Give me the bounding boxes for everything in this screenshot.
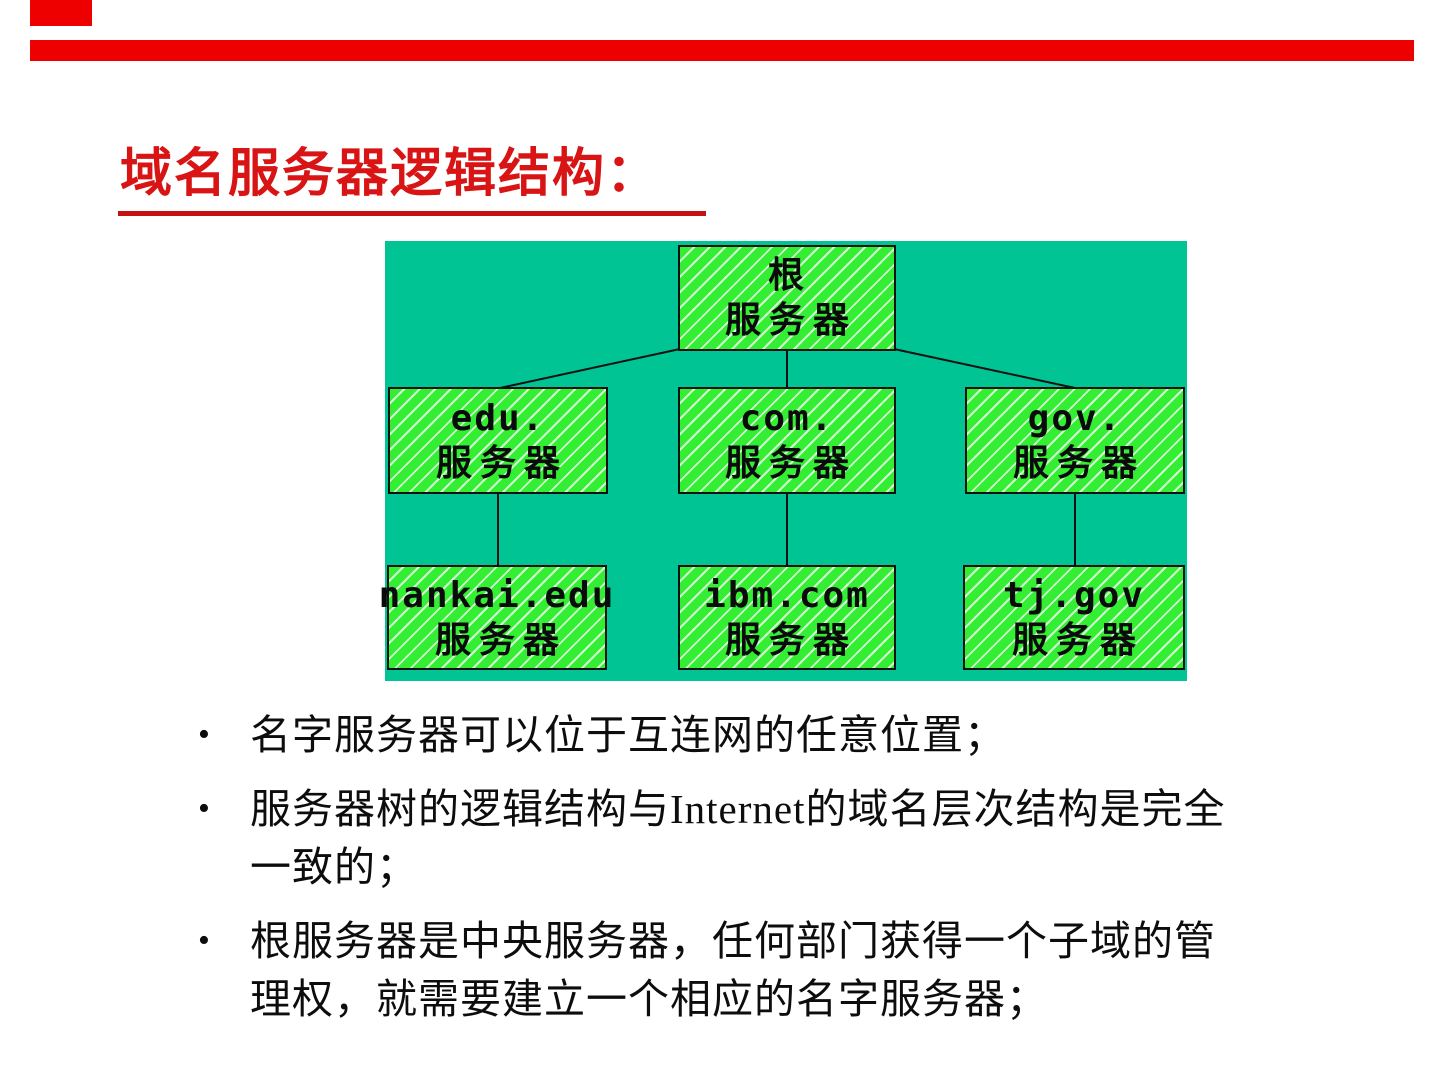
tree-connector-lines	[497, 348, 1076, 566]
node-root-server: 根 服务器	[678, 245, 896, 351]
node-label: 服务器	[1011, 619, 1144, 661]
bullet-text: 根服务器是中央服务器，任何部门获得一个子域的管 理权，就需要建立一个相应的名字服…	[250, 918, 1216, 1022]
node-tj-gov-server: tj.gov 服务器	[963, 565, 1185, 670]
dns-tree-diagram: 根 服务器 edu. 服务器 com. 服务器 gov. 服务器 nankai.…	[379, 241, 1187, 681]
bullet-text: 名字服务器可以位于互连网的任意位置；	[250, 712, 1006, 758]
node-label: 服务器	[1012, 442, 1145, 484]
node-label: 服务器	[724, 442, 857, 484]
node-label: tj.gov	[1002, 574, 1146, 616]
bullet-text: 服务器树的逻辑结构与Internet的域名层次结构是完全 一致的；	[250, 786, 1226, 890]
list-item: • 名字服务器可以位于互连网的任意位置；	[198, 706, 1378, 764]
node-ibm-com-server: ibm.com 服务器	[678, 565, 896, 670]
bullet-dot-icon: •	[198, 922, 210, 959]
node-label: 服务器	[724, 619, 857, 661]
node-gov-server: gov. 服务器	[965, 387, 1185, 494]
list-item: • 服务器树的逻辑结构与Internet的域名层次结构是完全 一致的；	[198, 780, 1378, 896]
slide-title: 域名服务器逻辑结构：	[118, 146, 707, 217]
node-label: 服务器	[435, 442, 568, 484]
node-nankai-edu-server: nankai.edu 服务器	[379, 565, 613, 670]
node-label: nankai.edu	[378, 574, 616, 616]
bullet-list: • 名字服务器可以位于互连网的任意位置； • 服务器树的逻辑结构与Interne…	[198, 706, 1378, 1044]
node-label: ibm.com	[704, 574, 870, 616]
node-edu-server: edu. 服务器	[388, 387, 608, 494]
node-com-server: com. 服务器	[678, 387, 896, 494]
node-label: 根	[767, 255, 806, 296]
node-label: 服务器	[434, 619, 567, 661]
node-label: com.	[739, 397, 835, 439]
list-item: • 根服务器是中央服务器，任何部门获得一个子域的管 理权，就需要建立一个相应的名…	[198, 912, 1378, 1028]
node-label: gov.	[1027, 397, 1123, 439]
node-label: edu.	[450, 397, 546, 439]
node-label: 服务器	[724, 300, 857, 341]
bullet-dot-icon: •	[198, 790, 210, 827]
header-stripe-short	[30, 0, 92, 26]
bullet-dot-icon: •	[198, 716, 210, 753]
header-stripe-long	[30, 40, 1414, 61]
